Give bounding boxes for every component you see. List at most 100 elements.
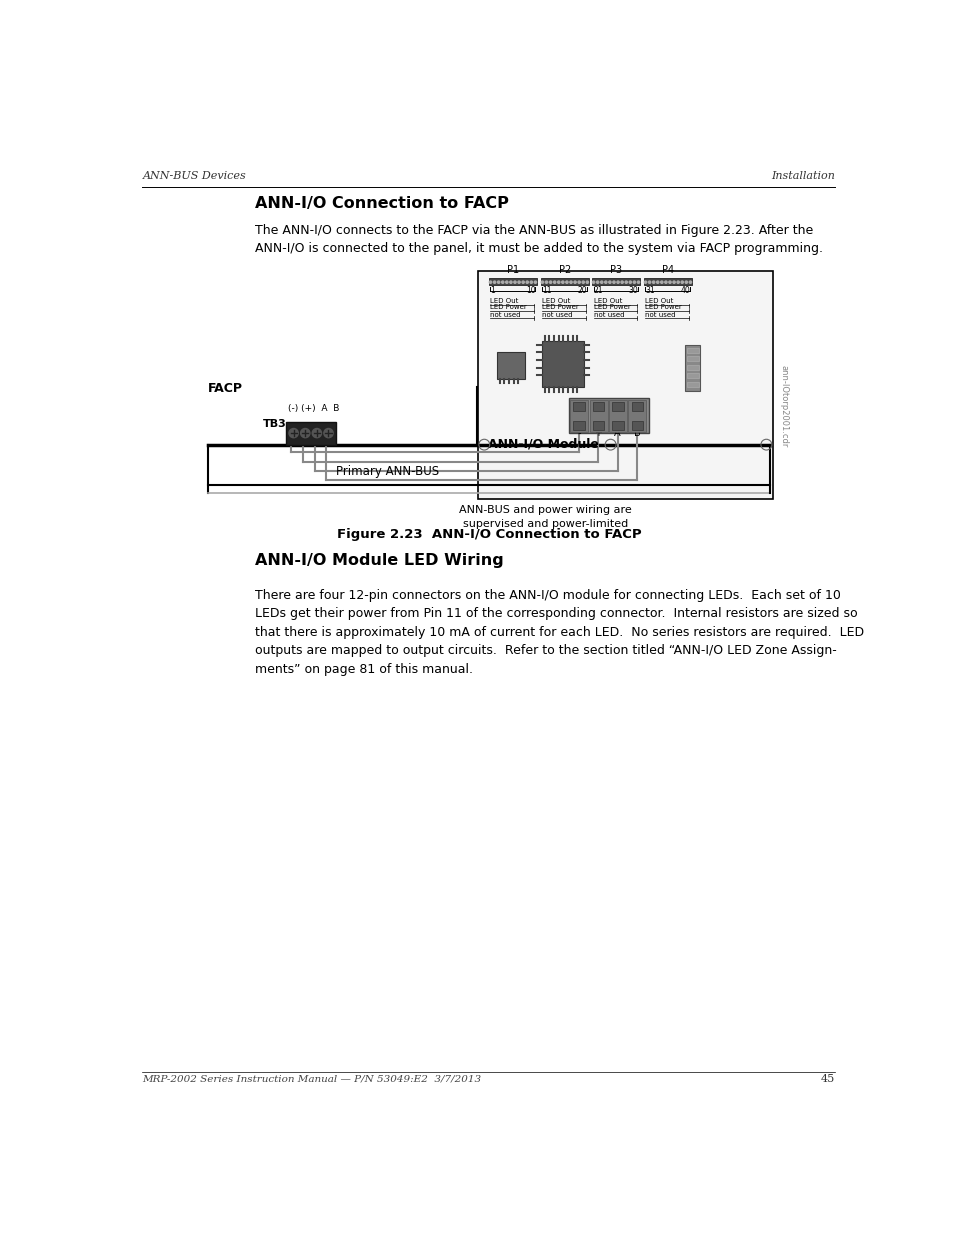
Bar <box>286 421 335 445</box>
Circle shape <box>501 282 503 283</box>
Circle shape <box>660 282 662 283</box>
Circle shape <box>509 282 512 283</box>
Circle shape <box>664 282 666 283</box>
Text: (-) (+)  A  B: (-) (+) A B <box>288 404 339 412</box>
Text: ANN-BUS Devices: ANN-BUS Devices <box>142 170 246 180</box>
Circle shape <box>643 282 646 283</box>
Circle shape <box>323 429 333 437</box>
Circle shape <box>617 282 618 283</box>
Text: 21: 21 <box>593 287 602 295</box>
Circle shape <box>688 282 691 283</box>
Circle shape <box>585 282 588 283</box>
Bar <box>540 278 588 285</box>
Text: Figure 2.23  ANN-I/O Connection to FACP: Figure 2.23 ANN-I/O Connection to FACP <box>336 527 640 541</box>
Circle shape <box>505 282 507 283</box>
Text: 1: 1 <box>490 287 495 295</box>
Circle shape <box>633 282 635 283</box>
Text: LED Out: LED Out <box>593 298 621 304</box>
Text: not used: not used <box>542 311 573 317</box>
Circle shape <box>565 282 567 283</box>
Circle shape <box>581 282 584 283</box>
Text: LED Out: LED Out <box>490 298 518 304</box>
Text: 31: 31 <box>645 287 655 295</box>
Circle shape <box>557 282 559 283</box>
Circle shape <box>561 282 563 283</box>
Text: P1: P1 <box>506 266 518 275</box>
Circle shape <box>574 282 576 283</box>
Text: There are four 12-pin connectors on the ANN-I/O module for connecting LEDs.  Eac: There are four 12-pin connectors on the … <box>254 589 863 676</box>
Text: P4: P4 <box>661 266 674 275</box>
Text: LED Power: LED Power <box>645 304 681 310</box>
Text: not used: not used <box>593 311 623 317</box>
Text: LED Out: LED Out <box>542 298 570 304</box>
Bar <box>570 400 587 431</box>
Circle shape <box>530 282 532 283</box>
Text: B: B <box>633 427 639 437</box>
Text: MRP-2002 Series Instruction Manual — P/N 53049:E2  3/7/2013: MRP-2002 Series Instruction Manual — P/N… <box>142 1074 481 1084</box>
Bar <box>686 382 699 387</box>
Text: 30: 30 <box>628 287 638 295</box>
Bar <box>631 401 642 411</box>
Circle shape <box>517 282 519 283</box>
Circle shape <box>629 282 631 283</box>
Bar <box>541 341 583 387</box>
Bar <box>568 399 649 433</box>
Bar <box>684 345 700 390</box>
Bar <box>612 421 623 430</box>
Circle shape <box>549 282 551 283</box>
Text: -: - <box>577 427 580 437</box>
Bar <box>686 347 699 353</box>
Text: LED Out: LED Out <box>645 298 673 304</box>
Circle shape <box>540 282 543 283</box>
Text: 45: 45 <box>821 1073 835 1084</box>
Circle shape <box>289 429 298 437</box>
Circle shape <box>497 282 499 283</box>
Text: ANN-BUS and power wiring are
supervised and power-limited: ANN-BUS and power wiring are supervised … <box>458 505 631 529</box>
Circle shape <box>600 282 602 283</box>
Text: ANN-I/O Connection to FACP: ANN-I/O Connection to FACP <box>254 196 508 211</box>
Circle shape <box>596 282 598 283</box>
Text: ANN-I/O Module LED Wiring: ANN-I/O Module LED Wiring <box>254 553 503 568</box>
Text: 20: 20 <box>578 287 587 295</box>
Bar <box>497 352 525 379</box>
Bar <box>488 278 537 285</box>
Text: A: A <box>614 427 620 437</box>
Text: +: + <box>594 427 601 437</box>
Circle shape <box>652 282 654 283</box>
Circle shape <box>312 429 321 437</box>
Text: ann-IOtorp2001.cdr: ann-IOtorp2001.cdr <box>779 366 788 447</box>
Text: not used: not used <box>645 311 676 317</box>
Circle shape <box>300 429 310 437</box>
Circle shape <box>648 282 650 283</box>
Circle shape <box>672 282 675 283</box>
Text: P3: P3 <box>609 266 621 275</box>
Circle shape <box>592 282 594 283</box>
Circle shape <box>624 282 627 283</box>
Text: 40: 40 <box>679 287 690 295</box>
Circle shape <box>545 282 547 283</box>
Bar <box>592 421 604 430</box>
Circle shape <box>578 282 579 283</box>
Bar <box>686 364 699 370</box>
Circle shape <box>620 282 622 283</box>
Text: Installation: Installation <box>771 170 835 180</box>
Text: ANN-I/O Module: ANN-I/O Module <box>488 438 598 451</box>
Circle shape <box>514 282 516 283</box>
Text: Primary ANN-BUS: Primary ANN-BUS <box>335 464 439 478</box>
Circle shape <box>684 282 687 283</box>
Circle shape <box>553 282 556 283</box>
Circle shape <box>493 282 496 283</box>
Text: 11: 11 <box>542 287 552 295</box>
Text: LED Power: LED Power <box>593 304 630 310</box>
Bar <box>608 400 626 431</box>
Text: The ANN-I/O connects to the FACP via the ANN-BUS as illustrated in Figure 2.23. : The ANN-I/O connects to the FACP via the… <box>254 224 822 254</box>
Circle shape <box>489 282 491 283</box>
Text: P2: P2 <box>558 266 571 275</box>
Bar <box>643 278 691 285</box>
Circle shape <box>656 282 659 283</box>
Circle shape <box>604 282 606 283</box>
Bar <box>628 400 645 431</box>
Bar <box>612 401 623 411</box>
Circle shape <box>668 282 671 283</box>
Circle shape <box>569 282 572 283</box>
